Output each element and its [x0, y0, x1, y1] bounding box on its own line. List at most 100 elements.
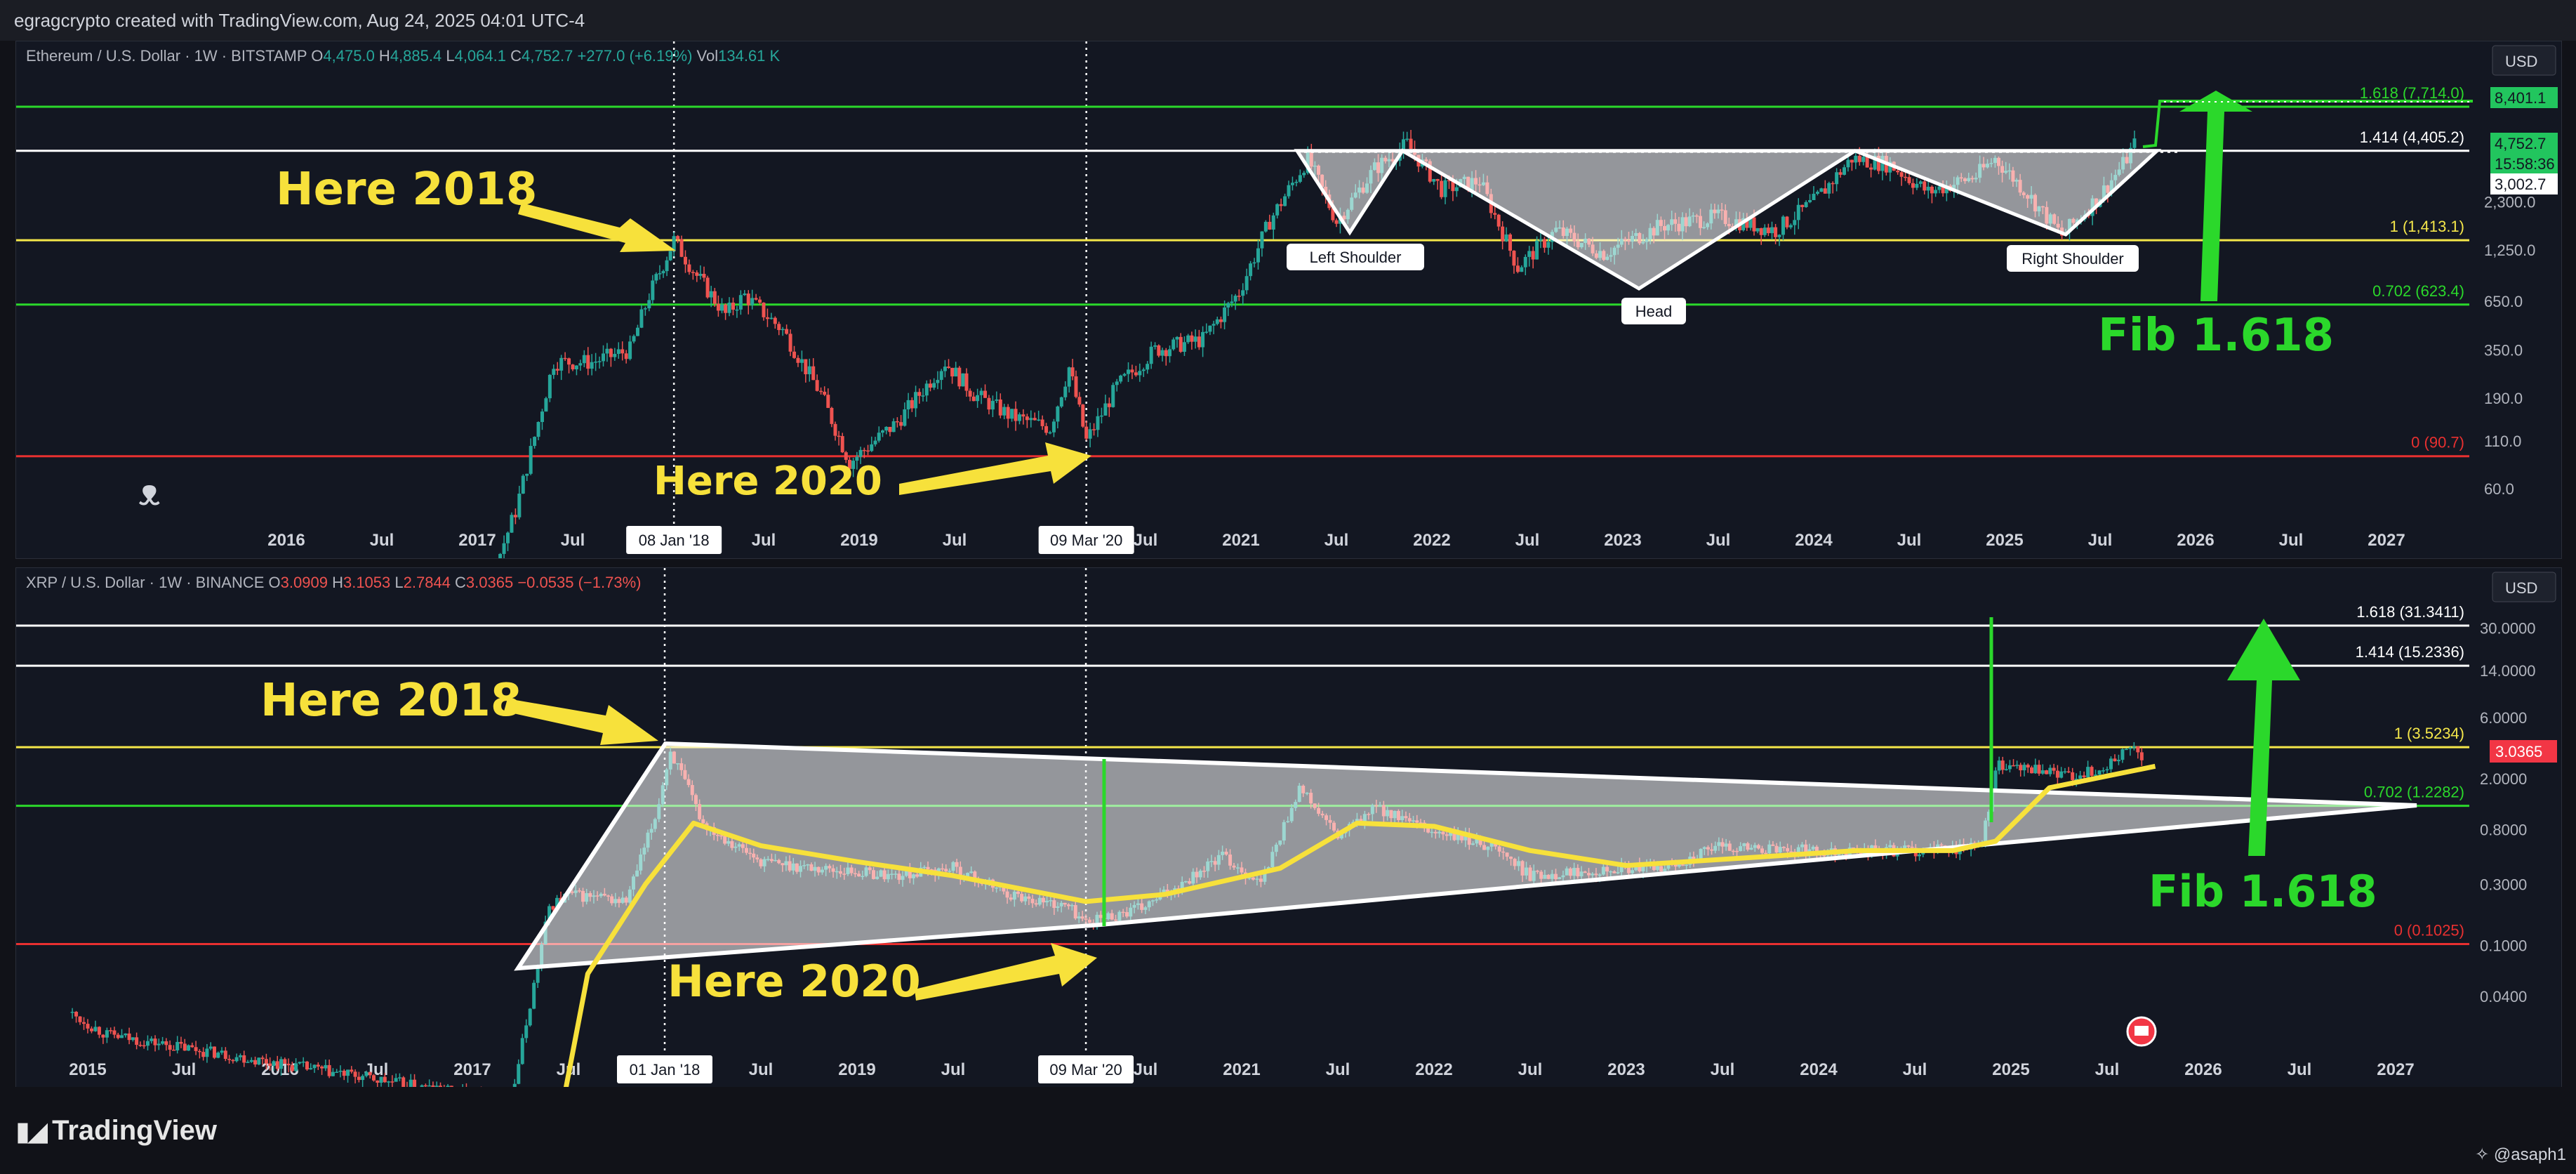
candle-body-380 — [1796, 204, 1800, 220]
x-tick-label-4: 2017 — [453, 1060, 491, 1079]
x-tick-label-17: Jul — [1711, 1060, 1735, 1079]
candle-body-167 — [1006, 407, 1010, 419]
author-handle-text: @asaph1 — [2493, 1145, 2566, 1164]
candle-body-375 — [1777, 235, 1781, 237]
fib-label-4: 0 (90.7) — [2411, 434, 2464, 451]
candle-body-91 — [409, 1079, 413, 1088]
xrp-chart[interactable]: XRP / U.S. Dollar · 1W · BINANCE O3.0909… — [16, 568, 2561, 1088]
candle-body-15 — [127, 1033, 131, 1041]
candle-body-0 — [70, 1012, 74, 1013]
candle-body-201 — [1134, 372, 1138, 376]
candle-body-21 — [150, 1038, 154, 1041]
candle-body-79 — [364, 1071, 369, 1076]
author-handle[interactable]: ✧ @asaph1 — [2475, 1145, 2566, 1165]
candle-body-50 — [571, 364, 575, 369]
candle-body-53 — [582, 355, 586, 364]
x-tick-label-1: Jul — [172, 1060, 197, 1079]
candle-body-77 — [357, 1076, 361, 1081]
candle-body-211 — [1171, 339, 1176, 350]
x-tick-label-22: 2027 — [2368, 531, 2405, 550]
candle-body-87 — [709, 291, 713, 298]
candle-body-384 — [1812, 193, 1816, 200]
candle-body-178 — [1048, 432, 1052, 434]
candle-body-166 — [1002, 407, 1007, 416]
candle-body-282 — [1435, 179, 1440, 181]
candle-body-50 — [257, 1057, 261, 1065]
candle-body-551 — [2102, 770, 2106, 772]
candle-body-94 — [420, 1085, 424, 1088]
y-tick-label-0: 60.0 — [2484, 480, 2514, 498]
candle-body-254 — [1331, 208, 1335, 220]
candle-body-69 — [643, 308, 647, 310]
candle-body-37 — [208, 1046, 213, 1049]
candle-body-43 — [544, 398, 548, 412]
annotation-2: Fib 1.618 — [2098, 310, 2334, 362]
candle-body-242 — [1287, 185, 1291, 197]
candle-body-161 — [983, 390, 988, 398]
x-tick-label-10: 2021 — [1222, 531, 1259, 550]
candle-body-216 — [1190, 335, 1194, 342]
candle-body-192 — [1099, 415, 1103, 417]
symbol-info: XRP / U.S. Dollar · 1W · BINANCE O3.0909… — [26, 574, 641, 591]
currency-label: USD — [2505, 53, 2537, 70]
candle-body-83 — [379, 1076, 383, 1083]
candle-body-1 — [74, 1012, 79, 1017]
candle-body-55 — [590, 362, 594, 369]
eth-chart[interactable]: Ethereum / U.S. Dollar · 1W · BITSTAMP O… — [16, 41, 2561, 558]
symbol-info-part-6: 2.7844 — [404, 574, 455, 591]
candle-body-147 — [932, 383, 936, 388]
candle-body-207 — [1157, 345, 1161, 356]
symbol-info: Ethereum / U.S. Dollar · 1W · BITSTAMP O… — [26, 47, 781, 65]
candle-body-81 — [371, 1075, 376, 1081]
pattern-label-0: Left Shoulder — [1310, 249, 1402, 266]
candle-body-531 — [2026, 765, 2030, 768]
y-tick-label-2: 190.0 — [2484, 390, 2523, 407]
candle-body-57 — [283, 1059, 287, 1064]
candle-body-304 — [1520, 267, 1524, 272]
candle-body-36 — [205, 1048, 209, 1057]
candle-body-31 — [187, 1045, 191, 1051]
candle-body-388 — [1827, 183, 1831, 194]
candle-body-369 — [1755, 227, 1760, 232]
candle-body-135 — [888, 426, 892, 433]
candle-body-83 — [695, 272, 699, 276]
candle-body-116 — [819, 390, 823, 393]
candle-body-393 — [1846, 159, 1850, 168]
candle-body-49 — [567, 358, 571, 365]
x-tick-label-10: 09 Mar '20 — [1049, 1061, 1122, 1079]
candle-body-366 — [1745, 218, 1749, 228]
x-tick-label-11: Jul — [1324, 531, 1349, 550]
candle-body-123 — [844, 452, 848, 460]
candle-body-46 — [242, 1055, 246, 1063]
price-badge-bg-2 — [2490, 153, 2558, 174]
candle-body-244 — [1294, 181, 1299, 183]
candle-body-385 — [1815, 192, 1819, 194]
symbol-info-part-8: 3.0365 — [466, 574, 517, 591]
candle-body-76 — [353, 1071, 357, 1077]
candle-body-86 — [705, 277, 710, 298]
candle-body-234 — [1256, 248, 1260, 263]
x-tick-label-1: Jul — [370, 531, 394, 550]
candle-body-127 — [858, 449, 863, 457]
candle-body-412 — [1918, 181, 1923, 184]
candle-body-48 — [249, 1060, 253, 1062]
candle-body-301 — [1508, 234, 1513, 251]
candle-body-154 — [957, 367, 962, 387]
candle-body-233 — [1252, 262, 1256, 264]
symbol-info-part-9: +277.0 (+6.19%) — [578, 47, 697, 65]
candle-body-98 — [434, 1086, 439, 1088]
xrp-chart-pane[interactable]: XRP / U.S. Dollar · 1W · BINANCE O3.0909… — [15, 567, 2562, 1088]
y-tick-label-7: 30.0000 — [2480, 619, 2536, 637]
candle-body-159 — [976, 395, 980, 402]
candle-body-151 — [947, 367, 950, 368]
price-badge-1: 4,752.7 — [2495, 135, 2546, 152]
candle-body-557 — [2124, 748, 2128, 751]
candle-body-547 — [2086, 767, 2090, 777]
candle-body-32 — [190, 1045, 194, 1048]
tradingview-logo[interactable]: ▮◢ TradingView — [15, 1115, 217, 1147]
x-tick-label-21: Jul — [2095, 1060, 2120, 1079]
candle-body-404 — [1888, 161, 1892, 173]
eth-chart-pane[interactable]: Ethereum / U.S. Dollar · 1W · BITSTAMP O… — [15, 41, 2562, 559]
candle-body-164 — [995, 399, 999, 401]
candle-body-300 — [1504, 234, 1508, 242]
